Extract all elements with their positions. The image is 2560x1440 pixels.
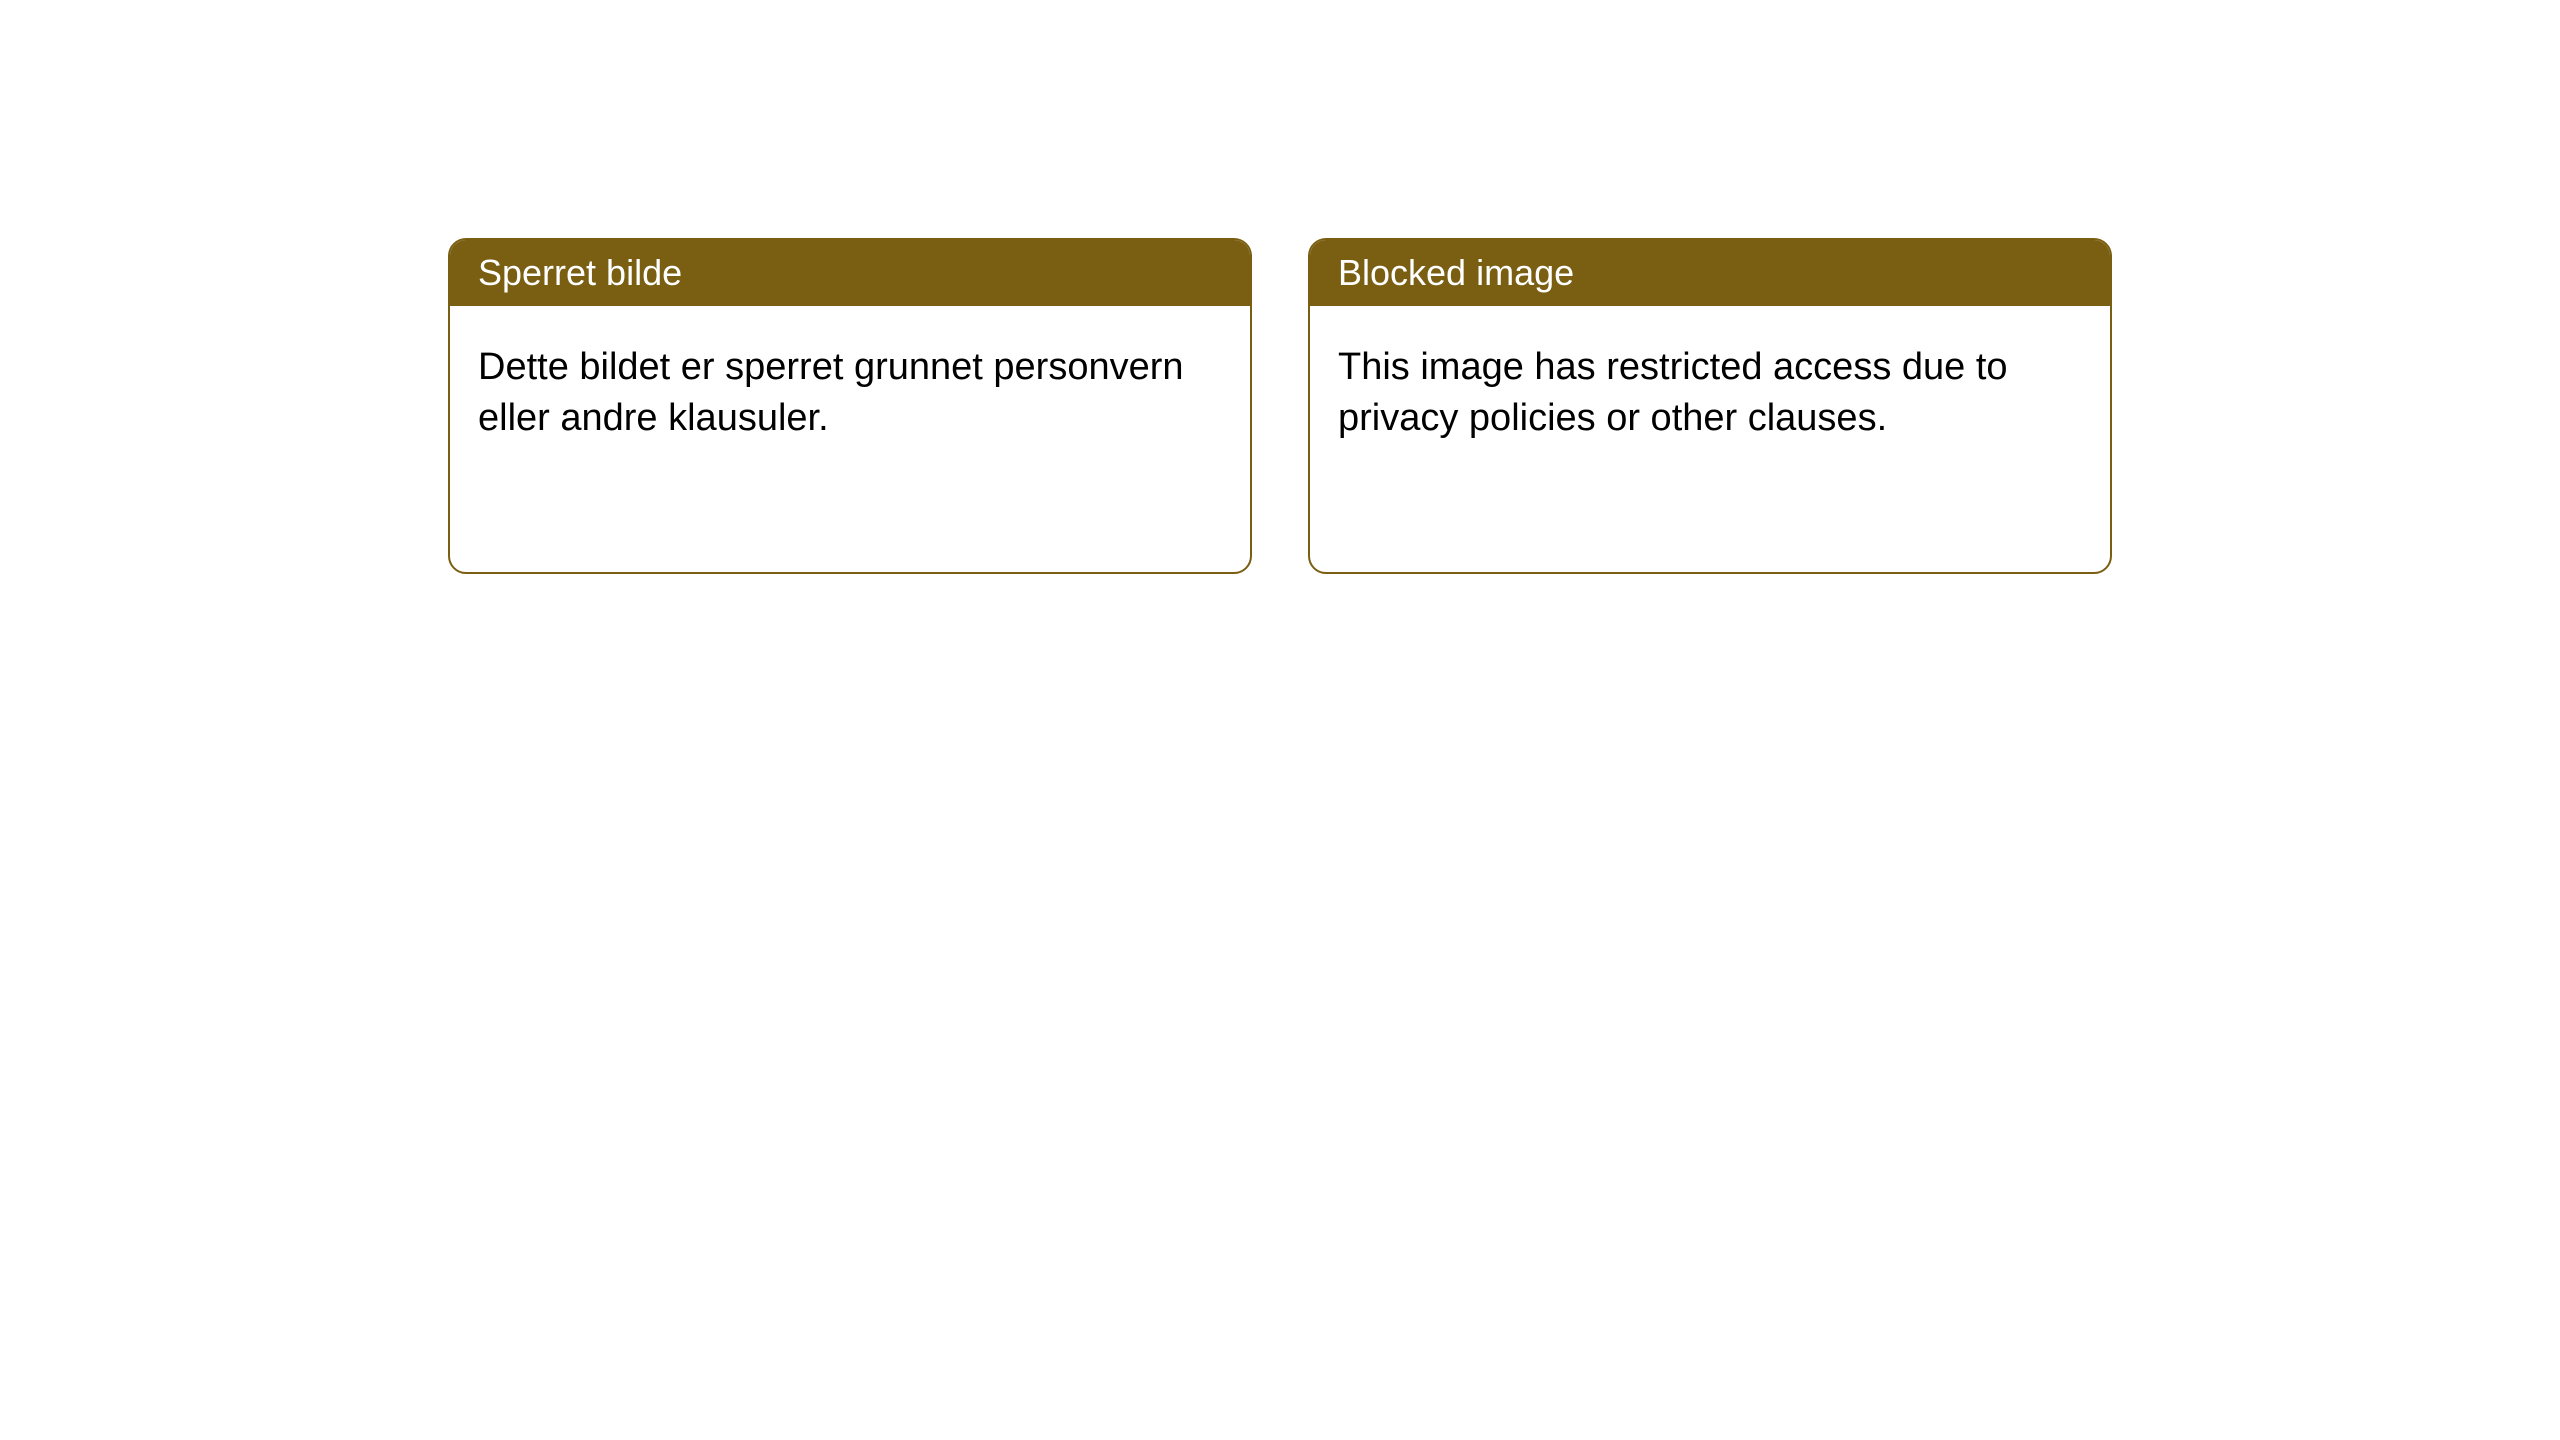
notice-title-norwegian: Sperret bilde xyxy=(450,240,1250,306)
notice-message-norwegian: Dette bildet er sperret grunnet personve… xyxy=(450,306,1250,481)
notice-box-norwegian: Sperret bilde Dette bildet er sperret gr… xyxy=(448,238,1252,574)
notice-title-english: Blocked image xyxy=(1310,240,2110,306)
notice-message-english: This image has restricted access due to … xyxy=(1310,306,2110,481)
notice-container: Sperret bilde Dette bildet er sperret gr… xyxy=(0,0,2560,574)
notice-box-english: Blocked image This image has restricted … xyxy=(1308,238,2112,574)
